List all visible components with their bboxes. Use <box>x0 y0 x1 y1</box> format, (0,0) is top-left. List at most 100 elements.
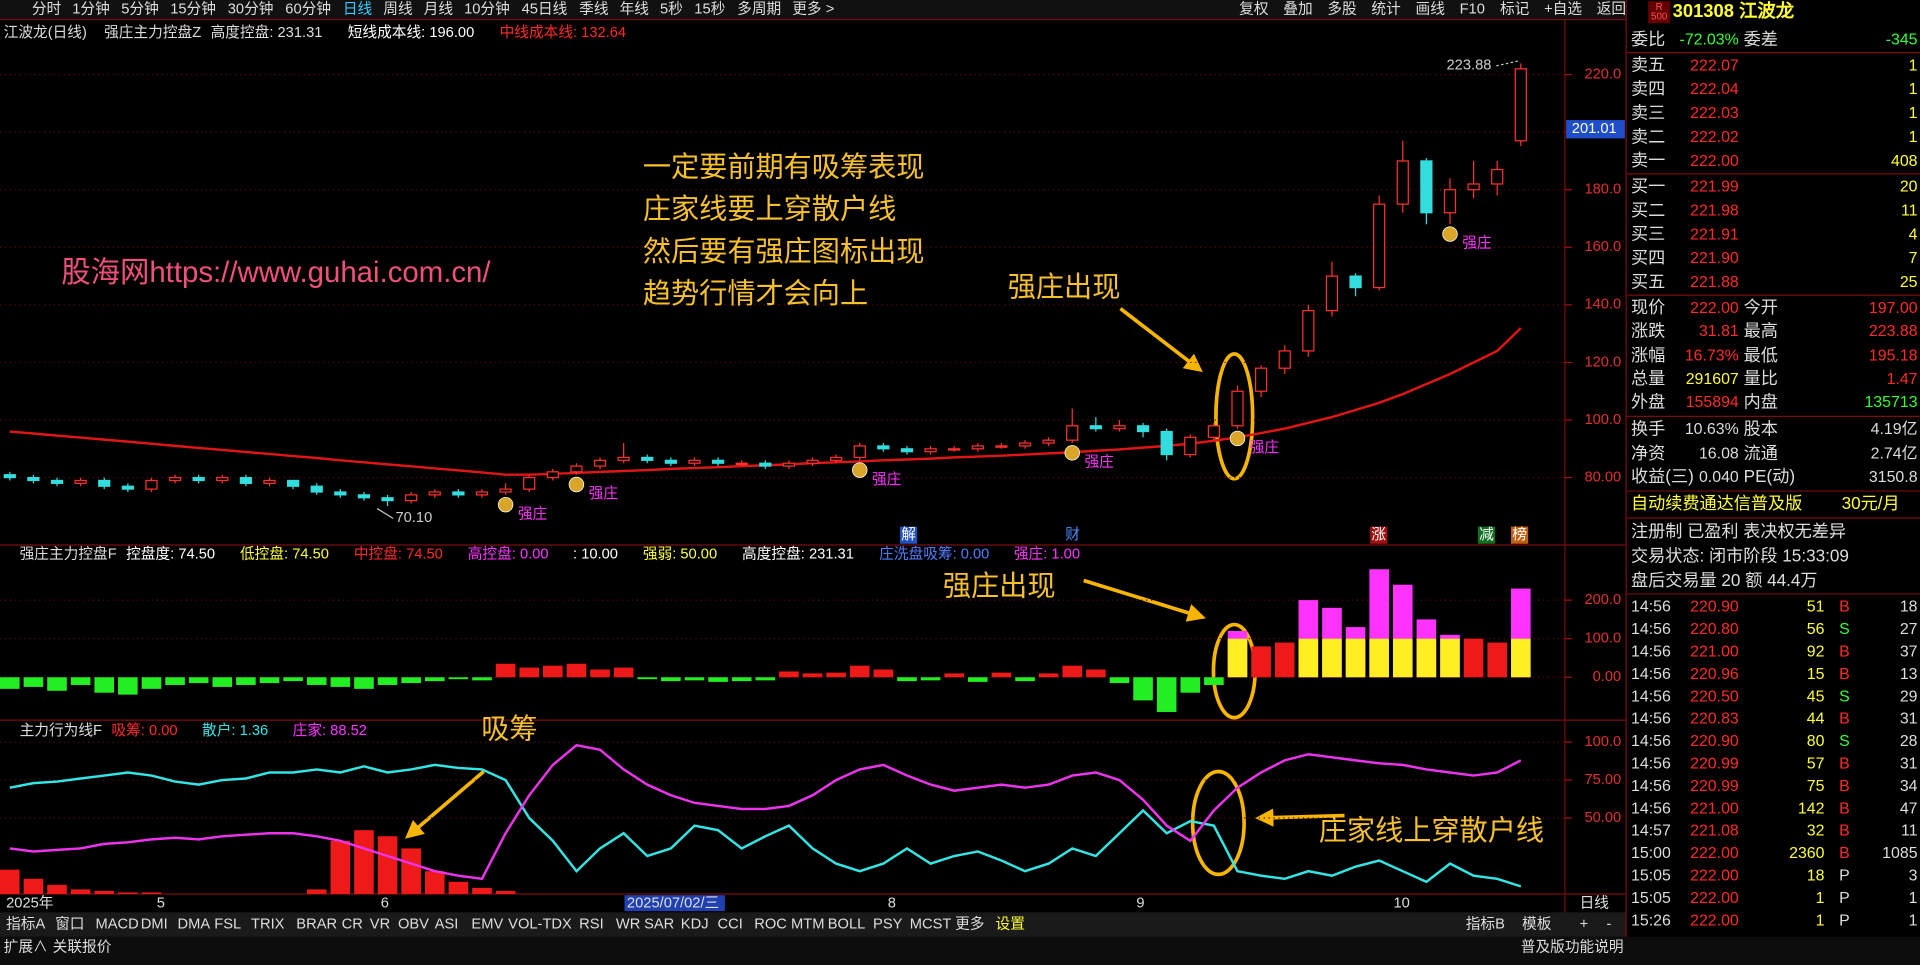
candle-body <box>1302 310 1315 352</box>
indicator-tab[interactable]: MTM <box>791 916 824 932</box>
trade-side: B <box>1839 800 1850 817</box>
absorb-bar <box>472 887 492 894</box>
indicator-tab[interactable]: RSI <box>579 916 603 932</box>
period-tab[interactable]: 5分钟 <box>121 1 159 18</box>
tool-button[interactable]: +自选 <box>1544 1 1582 18</box>
indicator-tab[interactable]: SAR <box>644 916 674 932</box>
indicator-tab[interactable]: VR <box>370 916 390 932</box>
control-bar <box>849 665 870 678</box>
ad-text[interactable]: 自动续费通达信普及版 <box>1631 493 1802 513</box>
period-tab[interactable]: 分时 <box>32 1 62 18</box>
event-tag[interactable]: 榜 <box>1512 526 1527 543</box>
indicator-tab[interactable]: 指标A <box>6 915 45 932</box>
tool-button[interactable]: 返回 <box>1597 1 1626 18</box>
indicator-tab[interactable]: KDJ <box>681 916 709 932</box>
indicator-tab[interactable]: CCI <box>718 916 743 932</box>
indicator-tab[interactable]: EMV <box>471 916 503 932</box>
period-tab[interactable]: 30分钟 <box>228 1 274 18</box>
indicator-tab[interactable]: 指标B <box>1466 915 1505 932</box>
candle-body <box>806 459 819 464</box>
date-label: 9 <box>1136 896 1144 912</box>
candle-body <box>1443 189 1457 214</box>
indicator-tab[interactable]: ASI <box>435 916 459 932</box>
event-tag[interactable]: 财 <box>1065 526 1080 543</box>
quote-label: 今开 <box>1744 297 1778 317</box>
quote-label: 量比 <box>1744 368 1778 388</box>
book-volume: 1 <box>1909 105 1918 122</box>
period-tab[interactable]: 60分钟 <box>285 1 331 18</box>
indicator-header: 强庄主力控盘F <box>20 545 117 563</box>
highlight-ellipse <box>1190 769 1246 877</box>
indicator-tab[interactable]: PSY <box>873 916 903 932</box>
tool-button[interactable]: 叠加 <box>1283 1 1312 18</box>
y-tick-label: 140.0 <box>1584 297 1621 313</box>
y-tick-label: 75.00 <box>1584 772 1621 788</box>
trade-time: 14:56 <box>1631 711 1671 728</box>
tool-button[interactable]: 标记 <box>1500 1 1530 18</box>
indicator-tab[interactable]: CR <box>342 916 363 932</box>
indicator-tab[interactable]: WR <box>616 916 640 932</box>
period-tab[interactable]: 15秒 <box>694 1 725 18</box>
trade-count: 27 <box>1900 621 1918 638</box>
y-tick-label: 50.00 <box>1584 810 1621 826</box>
indicator-tab[interactable]: DMA <box>178 916 211 932</box>
event-tag[interactable]: 涨 <box>1371 526 1386 543</box>
book-volume: 11 <box>1901 202 1918 219</box>
event-tag[interactable]: 减 <box>1479 526 1494 543</box>
period-tab[interactable]: 10分钟 <box>464 1 510 18</box>
period-tab[interactable]: 45日线 <box>522 1 568 18</box>
tool-button[interactable]: 画线 <box>1416 1 1446 18</box>
period-tab[interactable]: 日线 <box>343 1 373 18</box>
indicator-tab[interactable]: 设置 <box>996 915 1025 932</box>
trade-volume: 45 <box>1807 688 1825 705</box>
trade-count: 18 <box>1900 599 1918 616</box>
control-bar-base <box>1345 638 1366 678</box>
status-item[interactable]: 关联报价 <box>53 939 112 956</box>
indicator-tab[interactable]: 更多 <box>955 915 984 932</box>
quote-label: PE(动) <box>1744 466 1795 486</box>
ad-price[interactable]: 30元/月 <box>1842 493 1900 513</box>
indicator-tab[interactable]: MACD <box>96 916 139 932</box>
indicator-tab[interactable]: VOL-TDX <box>508 916 572 932</box>
indicator-tab[interactable]: - <box>1607 916 1612 932</box>
indicator-header: 高控盘: 0.00 <box>468 545 549 563</box>
tool-button[interactable]: 统计 <box>1371 1 1401 18</box>
period-tab[interactable]: 月线 <box>424 1 454 18</box>
indicator-tab[interactable]: MCST <box>910 916 952 932</box>
indicator-tab[interactable]: ROC <box>754 916 787 932</box>
period-tab[interactable]: 多周期 <box>737 1 781 18</box>
indicator-tab[interactable]: 窗口 <box>55 914 84 932</box>
period-tab[interactable]: 5秒 <box>660 1 683 18</box>
indicator-tab[interactable]: + <box>1580 916 1589 932</box>
trade-volume: 51 <box>1807 599 1825 616</box>
period-tab[interactable]: 年线 <box>620 1 650 18</box>
status-item[interactable]: 扩展∧ <box>4 939 48 956</box>
indicator-tab[interactable]: FSL <box>214 916 241 932</box>
indicator-header: 中控盘: 74.50 <box>354 545 443 563</box>
status-item[interactable]: 普及版功能说明 <box>1521 939 1624 956</box>
indicator-tab[interactable]: OBV <box>398 916 429 932</box>
indicator-tab[interactable]: TRIX <box>251 916 285 932</box>
trade-side: S <box>1839 688 1850 705</box>
indicator-tab[interactable]: 模板 <box>1522 914 1552 932</box>
indicator-tab[interactable]: BOLL <box>828 916 866 932</box>
event-tag[interactable]: 解 <box>901 526 916 543</box>
period-tab[interactable]: 15分钟 <box>170 1 216 18</box>
indicator-tab[interactable]: BRAR <box>296 916 337 932</box>
trade-price: 220.83 <box>1690 711 1739 728</box>
period-tab[interactable]: 1分钟 <box>72 1 110 18</box>
book-price: 222.02 <box>1690 129 1739 146</box>
arrow <box>1255 808 1345 827</box>
tool-button[interactable]: 多股 <box>1327 1 1357 18</box>
candle-body <box>499 488 512 493</box>
tool-button[interactable]: F10 <box>1460 2 1485 18</box>
period-tab[interactable]: 更多 > <box>792 1 834 18</box>
period-tab[interactable]: 季线 <box>579 1 609 18</box>
trade-time: 14:56 <box>1631 599 1671 616</box>
tool-button[interactable]: 复权 <box>1239 0 1269 18</box>
indicator-tab[interactable]: DMI <box>141 916 168 932</box>
candle-body <box>239 476 253 484</box>
candle-body <box>192 476 205 482</box>
period-tab[interactable]: 周线 <box>383 1 413 18</box>
